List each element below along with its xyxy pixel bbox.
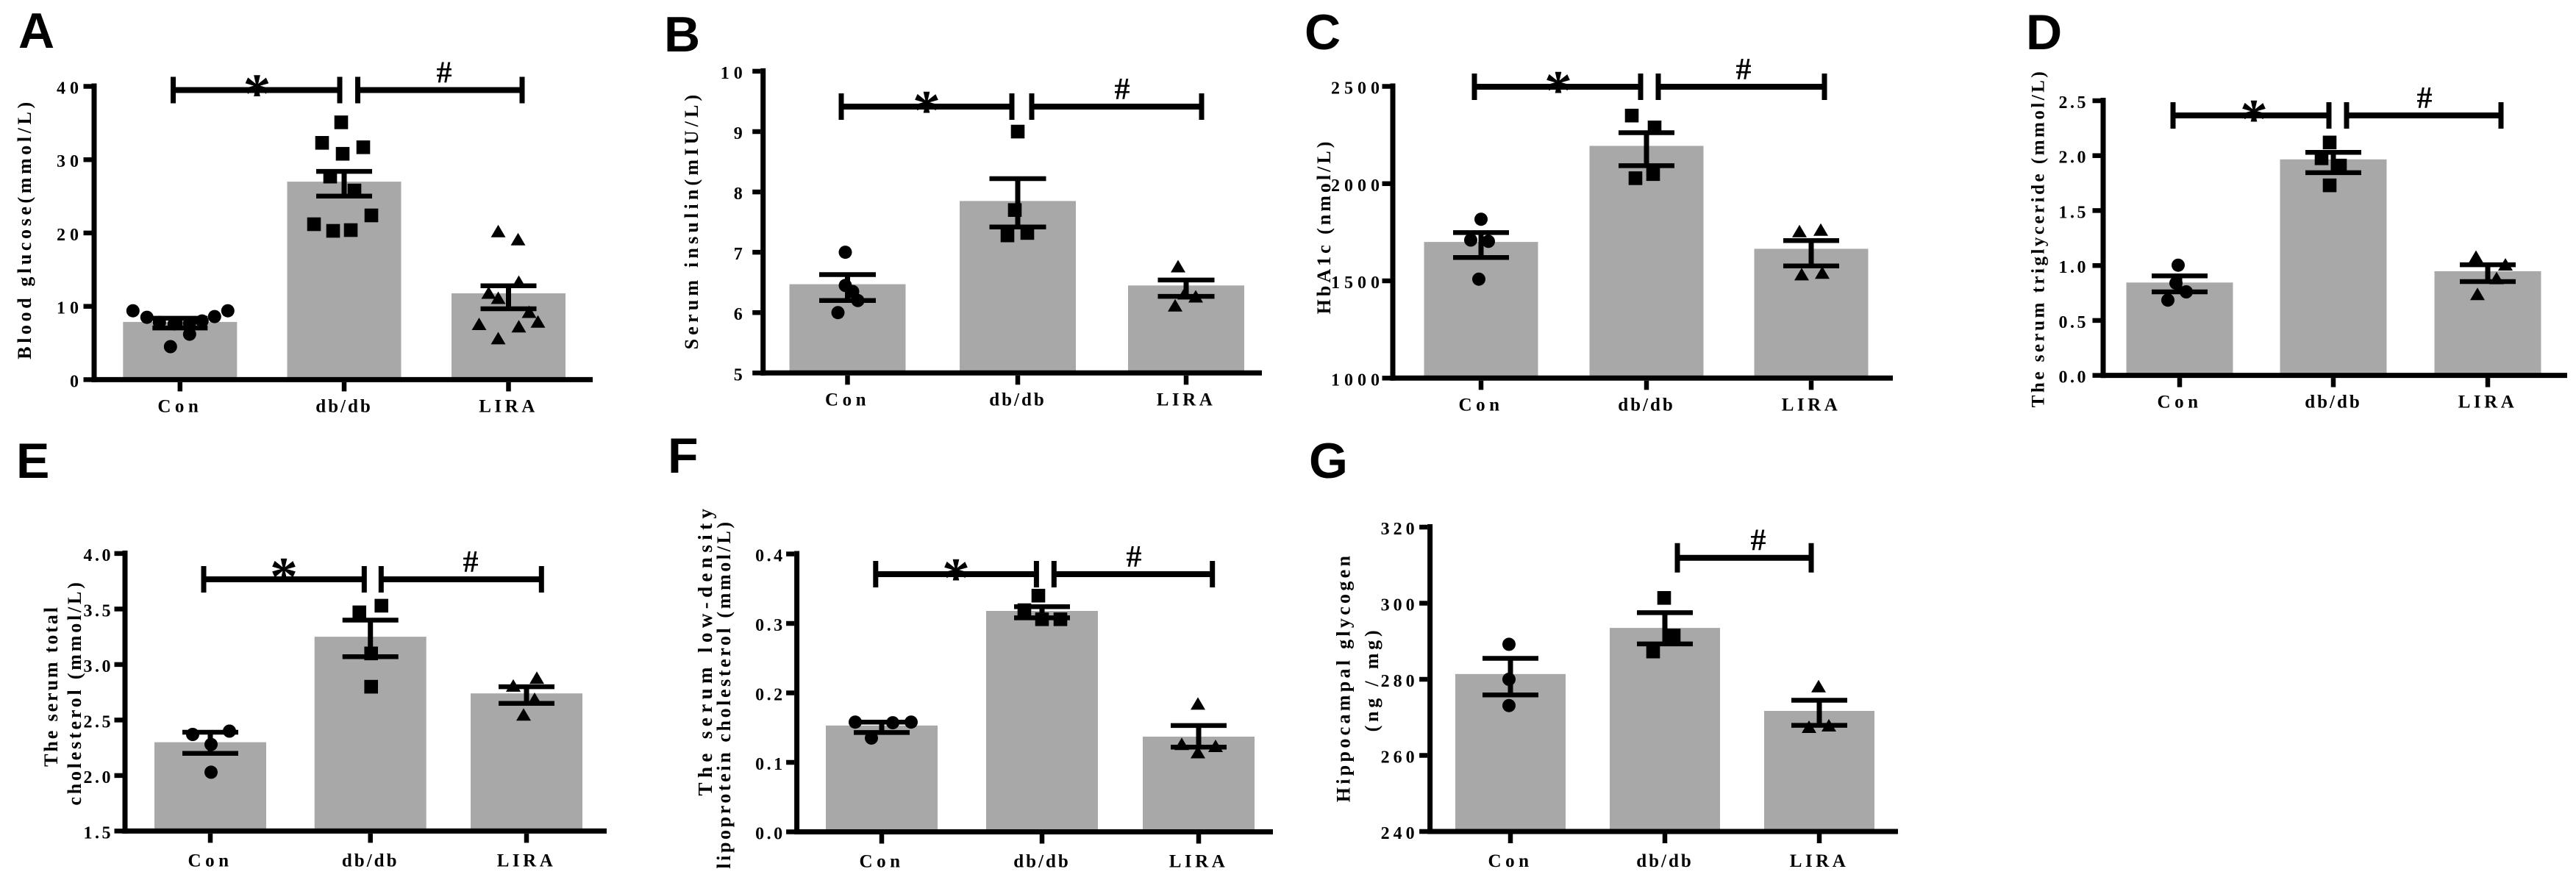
- svg-text:280: 280: [1381, 672, 1419, 691]
- svg-text:Con: Con: [1459, 395, 1504, 415]
- svg-text:*: *: [1544, 60, 1572, 121]
- svg-text:LIRA: LIRA: [1790, 851, 1849, 871]
- svg-text:D: D: [2026, 4, 2062, 60]
- svg-text:0.0: 0.0: [755, 825, 785, 844]
- svg-text:*: *: [243, 63, 271, 125]
- svg-text:2.0: 2.0: [2059, 149, 2089, 168]
- svg-text:LIRA: LIRA: [1157, 390, 1216, 409]
- svg-text:LIRA: LIRA: [2458, 393, 2518, 412]
- svg-text:0: 0: [70, 372, 83, 391]
- svg-text:db/db: db/db: [1618, 395, 1675, 415]
- svg-text:db/db: db/db: [342, 851, 399, 870]
- svg-text:3.0: 3.0: [84, 657, 114, 676]
- svg-text:(ng / mg): (ng / mg): [1361, 627, 1382, 732]
- svg-text:C: C: [1305, 4, 1341, 60]
- svg-text:5: 5: [734, 365, 747, 384]
- svg-text:Con: Con: [860, 852, 905, 872]
- svg-text:1000: 1000: [1331, 371, 1384, 390]
- svg-text:Con: Con: [157, 396, 202, 416]
- svg-text:1.5: 1.5: [2059, 203, 2089, 222]
- svg-text:0.2: 0.2: [755, 686, 785, 705]
- svg-text:G: G: [1309, 433, 1348, 489]
- svg-text:db/db: db/db: [2305, 393, 2362, 412]
- svg-text:db/db: db/db: [1636, 851, 1694, 871]
- svg-text:0.5: 0.5: [2059, 313, 2089, 332]
- svg-text:db/db: db/db: [315, 396, 373, 416]
- svg-text:*: *: [913, 79, 941, 141]
- svg-text:2000: 2000: [1331, 176, 1384, 196]
- svg-text:6: 6: [734, 305, 747, 324]
- svg-text:Con: Con: [825, 390, 870, 409]
- svg-text:The serum triglyceride (mmol/L: The serum triglyceride (mmol/L): [2029, 69, 2049, 408]
- svg-text:#: #: [463, 545, 479, 579]
- svg-text:10: 10: [721, 64, 747, 83]
- svg-text:260: 260: [1381, 748, 1419, 768]
- svg-text:20: 20: [57, 226, 83, 245]
- svg-text:cholesterol (mmol/L): cholesterol (mmol/L): [64, 579, 85, 805]
- svg-text:0.1: 0.1: [755, 755, 785, 774]
- svg-text:40: 40: [57, 79, 83, 99]
- svg-text:Con: Con: [188, 851, 233, 870]
- svg-text:320: 320: [1381, 520, 1419, 539]
- svg-text:*: *: [2240, 88, 2268, 150]
- svg-text:2.5: 2.5: [2059, 93, 2089, 112]
- svg-text:0.4: 0.4: [755, 547, 785, 566]
- svg-text:LIRA: LIRA: [1782, 395, 1841, 415]
- svg-text:9: 9: [734, 124, 747, 143]
- svg-text:240: 240: [1381, 824, 1419, 843]
- svg-text:8: 8: [734, 185, 747, 204]
- svg-text:*: *: [942, 547, 970, 609]
- svg-text:db/db: db/db: [989, 390, 1046, 409]
- svg-text:#: #: [1127, 540, 1142, 574]
- svg-text:db/db: db/db: [1013, 852, 1071, 872]
- svg-text:10: 10: [57, 299, 83, 318]
- svg-text:7: 7: [734, 245, 747, 264]
- svg-text:#: #: [2417, 82, 2433, 115]
- svg-text:4.0: 4.0: [84, 546, 114, 565]
- svg-text:#: #: [1115, 73, 1130, 107]
- svg-text:Blood glucose(mmol/L): Blood glucose(mmol/L): [14, 99, 35, 359]
- svg-text:#: #: [1751, 524, 1766, 558]
- svg-text:2500: 2500: [1331, 79, 1384, 99]
- svg-text:Con: Con: [1488, 851, 1533, 871]
- svg-text:B: B: [664, 7, 700, 62]
- svg-text:#: #: [437, 57, 452, 90]
- svg-text:Serum insulin(mIU/L): Serum insulin(mIU/L): [681, 91, 702, 350]
- svg-text:LIRA: LIRA: [497, 851, 557, 870]
- svg-text:LIRA: LIRA: [479, 396, 538, 416]
- svg-text:The serum total: The serum total: [40, 605, 62, 767]
- svg-text:1.5: 1.5: [84, 823, 114, 843]
- svg-text:#: #: [1736, 53, 1752, 87]
- svg-text:300: 300: [1381, 596, 1419, 615]
- svg-text:Con: Con: [2158, 393, 2202, 412]
- svg-text:Hippocampal glycogen: Hippocampal glycogen: [1333, 553, 1355, 803]
- svg-text:The serum low-density: The serum low-density: [694, 504, 716, 796]
- svg-text:30: 30: [57, 152, 83, 171]
- svg-text:2.0: 2.0: [84, 768, 114, 787]
- svg-text:3.5: 3.5: [84, 601, 114, 620]
- svg-text:HbA1c (nmol/L): HbA1c (nmol/L): [1313, 139, 1335, 315]
- svg-text:1500: 1500: [1331, 273, 1384, 293]
- svg-text:A: A: [18, 3, 54, 59]
- svg-text:LIRA: LIRA: [1169, 852, 1229, 872]
- svg-text:0.3: 0.3: [755, 616, 785, 635]
- svg-text:2.5: 2.5: [84, 712, 114, 731]
- svg-text:lipoprotein cholesterol (mmol/: lipoprotein cholesterol (mmol/L): [713, 519, 735, 868]
- svg-text:F: F: [668, 428, 699, 484]
- svg-text:0.0: 0.0: [2059, 368, 2089, 387]
- svg-text:1.0: 1.0: [2059, 258, 2089, 277]
- svg-text:*: *: [270, 546, 298, 608]
- svg-text:E: E: [16, 433, 49, 489]
